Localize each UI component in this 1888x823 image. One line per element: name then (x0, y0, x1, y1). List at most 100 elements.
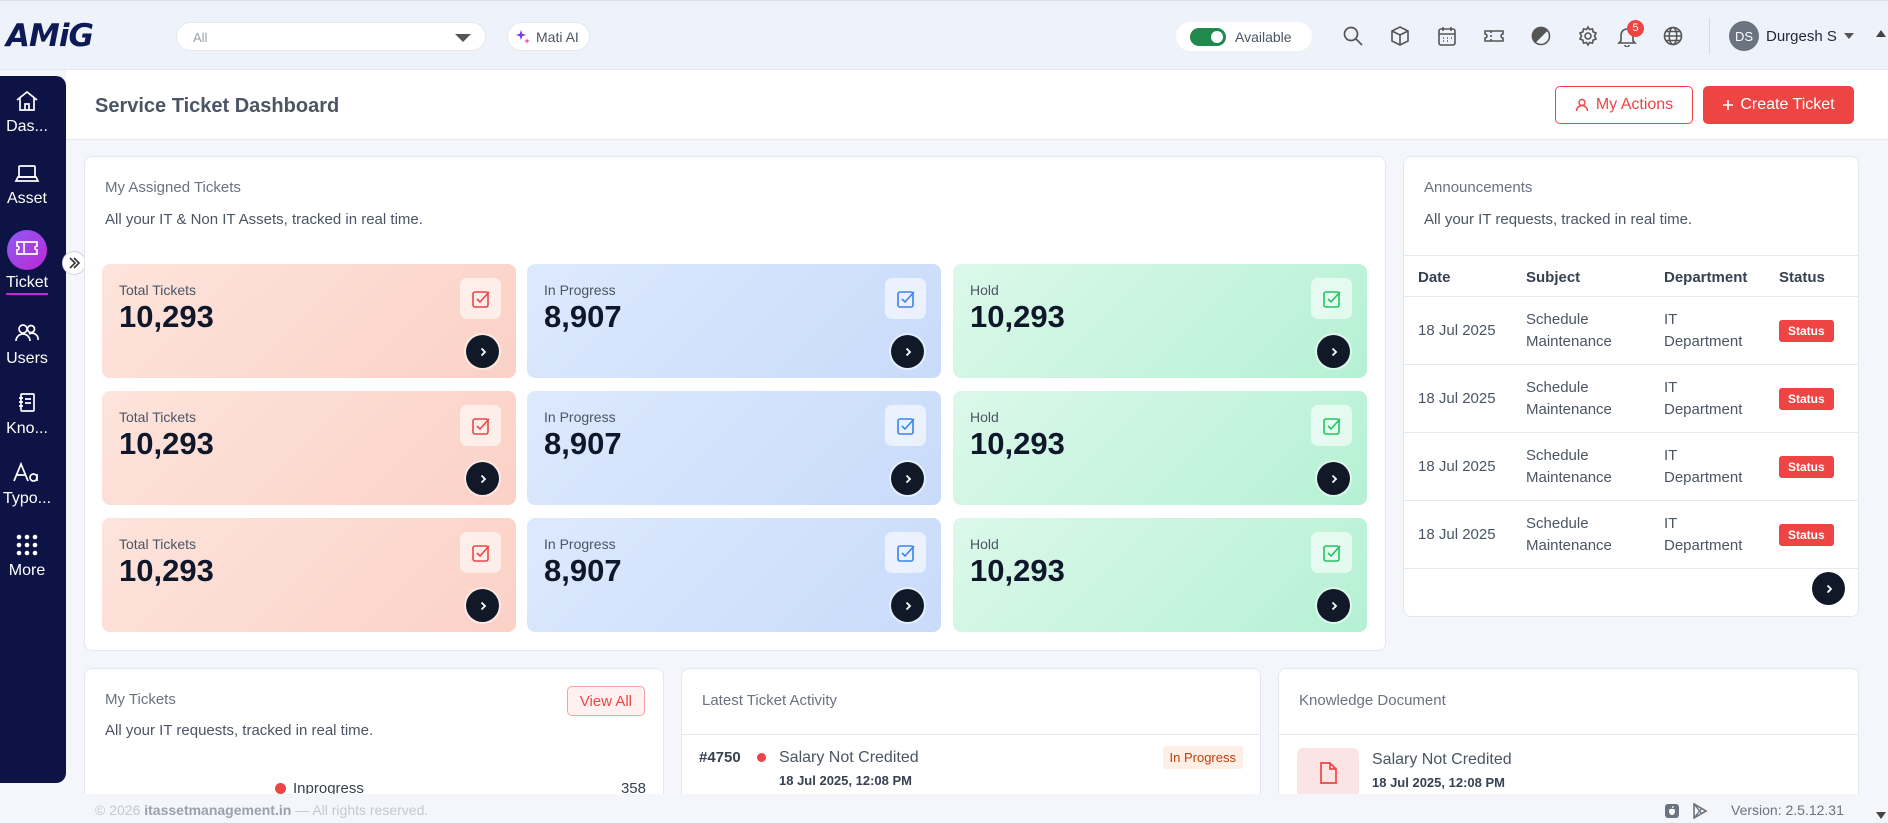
apple-store-icon[interactable] (1664, 803, 1680, 819)
chevron-right-icon (1331, 347, 1337, 356)
stat-card[interactable]: In Progress 8,907 (527, 264, 941, 378)
sidebar-item-typography[interactable]: Typo... (0, 460, 54, 508)
toggle-switch[interactable] (1190, 27, 1226, 46)
document-title: Salary Not Credited (1372, 751, 1512, 768)
globe-icon[interactable] (1662, 25, 1684, 47)
logo-text: AMiG (6, 18, 94, 54)
sidebar-item-dashboard[interactable]: Das... (0, 88, 54, 136)
panel-subtitle: All your IT & Non IT Assets, tracked in … (105, 211, 423, 228)
ticket-id: #4750 (699, 749, 741, 766)
home-icon (16, 90, 38, 111)
legend-dot (275, 783, 286, 794)
sidebar-item-ticket[interactable]: Ticket (0, 230, 54, 295)
stat-value: 10,293 (119, 299, 214, 334)
scroll-up-arrow-icon[interactable] (1876, 30, 1886, 37)
column-header-status[interactable]: Status (1779, 269, 1825, 286)
panel-title: Knowledge Document (1299, 692, 1446, 709)
status-dot (757, 753, 766, 762)
stat-card[interactable]: Total Tickets 10,293 (102, 518, 516, 632)
stat-value: 10,293 (119, 553, 214, 588)
ticket-icon[interactable] (1483, 25, 1505, 47)
view-all-button[interactable]: View All (566, 686, 645, 716)
cell-department: IT Department (1664, 447, 1743, 486)
chevron-right-icon (1331, 601, 1337, 610)
stat-label: In Progress (544, 536, 616, 552)
table-row[interactable]: 18 Jul 2025 Schedule Maintenance IT Departme… (1404, 433, 1858, 501)
notification-badge: 5 (1627, 20, 1644, 37)
typography-icon (13, 461, 38, 482)
legend-item: Inprogress (275, 780, 364, 797)
card-open-button[interactable] (891, 335, 924, 368)
table-row[interactable]: 18 Jul 2025 Schedule Maintenance IT Departme… (1404, 501, 1858, 569)
site-link[interactable]: itassetmanagement.in (144, 802, 292, 818)
my-actions-button[interactable]: My Actions (1555, 86, 1693, 124)
stat-card[interactable]: Hold 10,293 (953, 391, 1367, 505)
stat-card[interactable]: Total Tickets 10,293 (102, 391, 516, 505)
user-icon (1575, 98, 1589, 112)
sidebar-item-users[interactable]: Users (0, 320, 54, 368)
availability-toggle[interactable]: Available (1176, 22, 1312, 51)
theme-icon[interactable] (1530, 25, 1552, 47)
card-open-button[interactable] (891, 589, 924, 622)
latest-activity-panel: Latest Ticket Activity #4750 Salary Not … (681, 668, 1261, 808)
scope-select[interactable]: All (176, 22, 486, 51)
card-open-button[interactable] (1317, 589, 1350, 622)
stat-card[interactable]: In Progress 8,907 (527, 518, 941, 632)
stat-label: Total Tickets (119, 282, 197, 298)
card-open-button[interactable] (466, 335, 499, 368)
app-logo[interactable]: AMiG (6, 18, 94, 54)
sidebar-item-more[interactable]: More (0, 532, 54, 580)
stat-card[interactable]: In Progress 8,907 (527, 391, 941, 505)
sparkle-icon (516, 29, 530, 44)
cell-department: IT Department (1664, 311, 1743, 350)
user-menu[interactable]: DS Durgesh S (1729, 21, 1854, 51)
create-ticket-label: Create Ticket (1740, 96, 1835, 113)
stat-label: Total Tickets (119, 409, 197, 425)
search-icon[interactable] (1342, 25, 1364, 47)
sidebar-item-label: More (8, 562, 46, 579)
chevron-right-icon (905, 347, 911, 356)
mati-ai-button[interactable]: Mati AI (507, 22, 590, 51)
card-open-button[interactable] (1317, 462, 1350, 495)
table-row[interactable]: 18 Jul 2025 Schedule Maintenance IT Departme… (1404, 365, 1858, 433)
column-header-department[interactable]: Department (1664, 269, 1748, 286)
chevron-down-icon (1843, 33, 1854, 39)
calendar-icon[interactable] (1436, 25, 1458, 47)
laptop-icon (14, 165, 40, 182)
grid-icon (16, 534, 38, 556)
announcements-next-button[interactable] (1812, 572, 1845, 605)
table-row[interactable]: 18 Jul 2025 Schedule Maintenance IT Departme… (1404, 297, 1858, 365)
stat-label: In Progress (544, 282, 616, 298)
chevron-right-icon (1826, 584, 1832, 593)
play-store-icon[interactable] (1692, 803, 1708, 819)
sidebar-item-knowledge[interactable]: Kno... (0, 390, 54, 438)
active-indicator (7, 230, 47, 270)
sidebar-item-asset[interactable]: Asset (0, 160, 54, 208)
column-header-subject[interactable]: Subject (1526, 269, 1581, 286)
page-header: Service Ticket Dashboard My Actions Crea… (66, 70, 1888, 140)
cube-icon[interactable] (1389, 25, 1411, 47)
card-open-button[interactable] (466, 462, 499, 495)
gear-icon[interactable] (1577, 25, 1599, 47)
stat-label: Total Tickets (119, 536, 197, 552)
create-ticket-button[interactable]: Create Ticket (1703, 86, 1854, 124)
ticket-time: 18 Jul 2025, 12:08 PM (779, 773, 912, 788)
checkbox-icon (885, 532, 926, 573)
stat-card[interactable]: Hold 10,293 (953, 518, 1367, 632)
column-header-date[interactable]: Date (1418, 269, 1451, 286)
card-open-button[interactable] (1317, 335, 1350, 368)
chevron-right-icon (480, 474, 486, 483)
card-open-button[interactable] (891, 462, 924, 495)
card-open-button[interactable] (466, 589, 499, 622)
stat-card[interactable]: Total Tickets 10,293 (102, 264, 516, 378)
sidebar-item-label: Das... (6, 118, 48, 135)
cell-subject: Schedule Maintenance (1526, 311, 1612, 350)
scroll-down-arrow-icon[interactable] (1876, 812, 1886, 819)
sidebar-expand-button[interactable] (62, 251, 86, 275)
checkbox-icon (885, 405, 926, 446)
stat-card[interactable]: Hold 10,293 (953, 264, 1367, 378)
users-icon (15, 324, 39, 342)
sidebar-item-label: Kno... (6, 420, 48, 437)
assigned-tickets-panel: My Assigned Tickets All your IT & Non IT… (84, 156, 1386, 651)
legend-value: 358 (620, 780, 646, 797)
